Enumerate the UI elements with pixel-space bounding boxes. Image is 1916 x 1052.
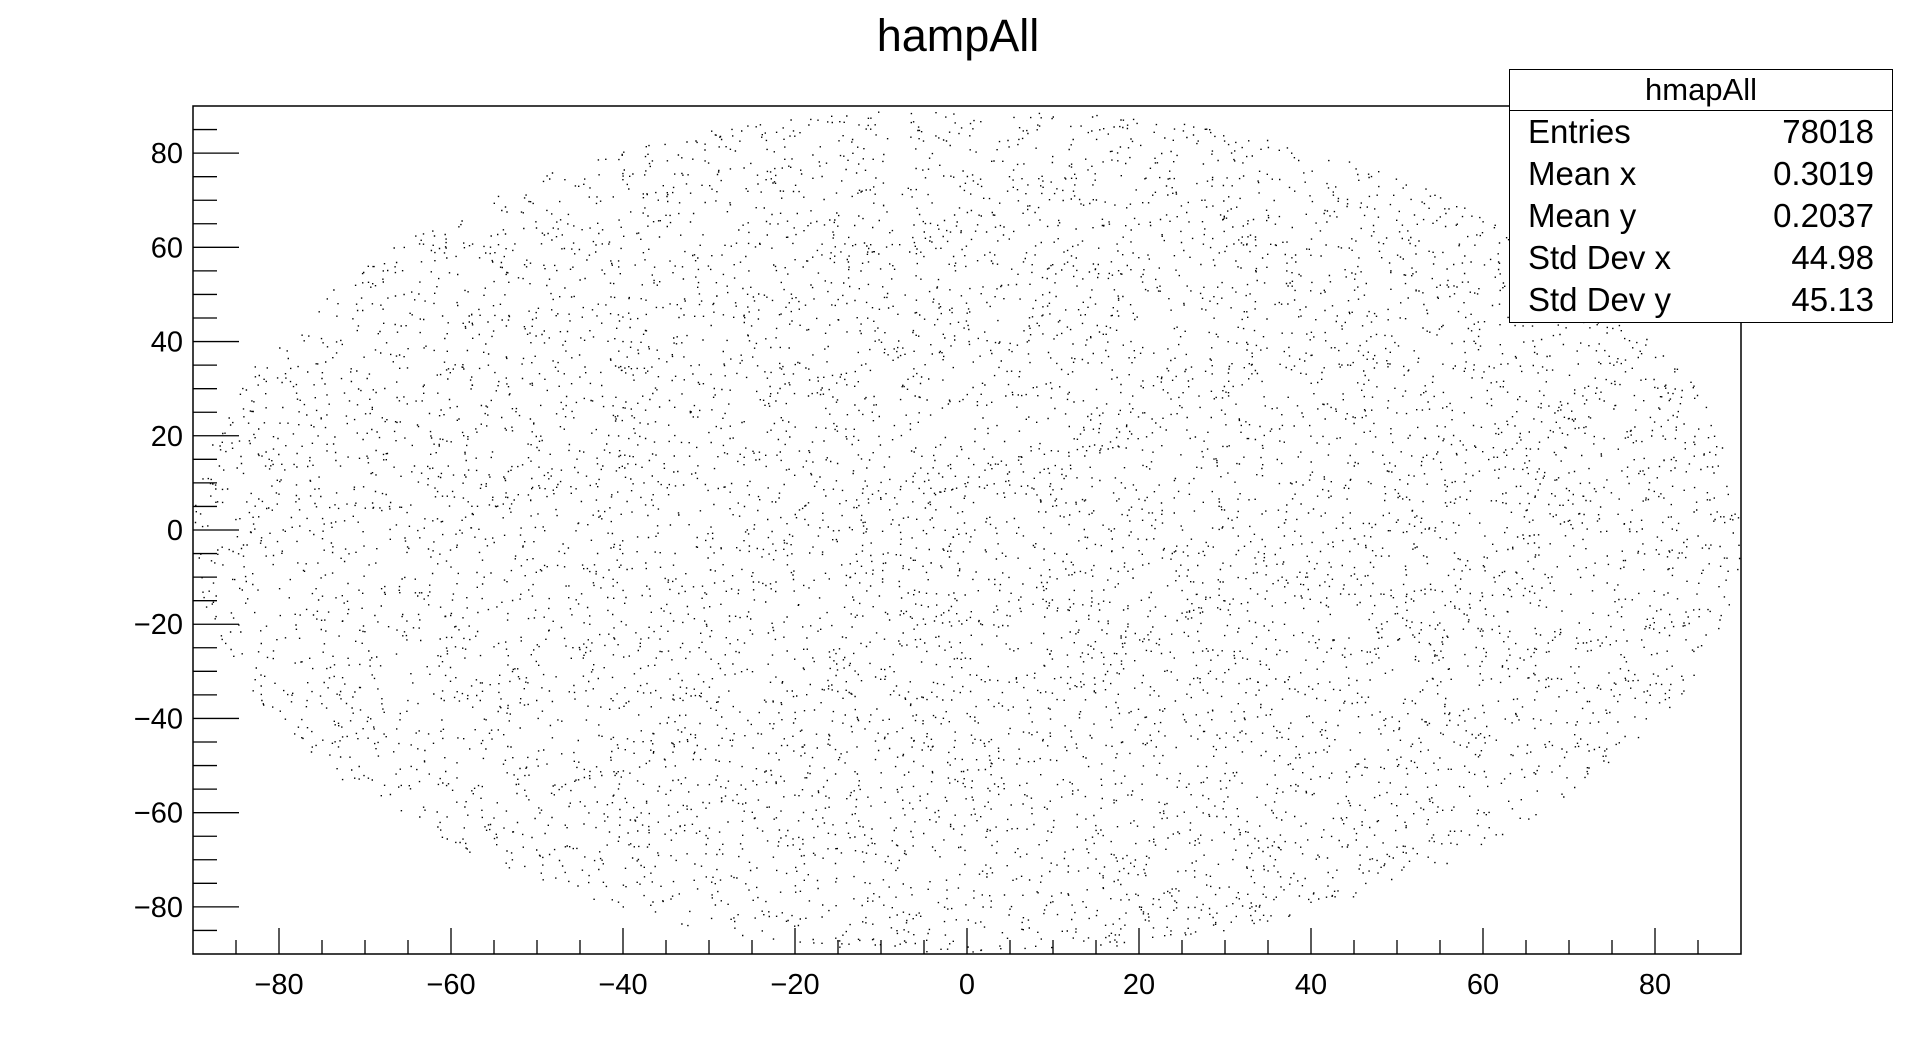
y-tick-label: 0: [167, 515, 183, 547]
stats-row-entries: Entries 78018: [1510, 111, 1892, 153]
x-tick-label: 0: [959, 969, 975, 1001]
stats-value: 0.2037: [1773, 197, 1874, 234]
stats-box: hmapAll Entries 78018 Mean x 0.3019 Mean…: [1509, 69, 1893, 323]
stats-row-mean-x: Mean x 0.3019: [1510, 153, 1892, 195]
x-tick-label: 40: [1295, 969, 1327, 1001]
stats-label: Std Dev x: [1528, 239, 1672, 276]
x-tick-label: 20: [1123, 969, 1155, 1001]
y-tick-label: 60: [151, 232, 183, 264]
stats-row-std-dev-y: Std Dev y 45.13: [1510, 279, 1892, 321]
y-tick-label: −20: [134, 609, 183, 641]
stats-row-mean-y: Mean y 0.2037: [1510, 195, 1892, 237]
y-axis: −80 −60 −40 −20 0 20 40 60 80: [134, 128, 239, 932]
x-tick-label: −20: [770, 969, 819, 1001]
y-tick-label: 80: [151, 138, 183, 170]
stats-value: 0.3019: [1773, 155, 1874, 192]
chart-title: hampAll: [876, 10, 1040, 61]
y-tick-label: −40: [134, 703, 183, 735]
stats-label: Entries: [1528, 113, 1631, 150]
stats-box-title: hmapAll: [1510, 70, 1892, 111]
y-tick-label: −60: [134, 798, 183, 830]
stats-label: Std Dev y: [1528, 281, 1672, 318]
y-tick-label: 40: [151, 327, 183, 359]
stats-label: Mean y: [1528, 197, 1637, 234]
x-tick-label: −40: [598, 969, 647, 1001]
stats-value: 78018: [1782, 113, 1874, 150]
stats-value: 44.98: [1791, 239, 1874, 276]
x-tick-label: 60: [1467, 969, 1499, 1001]
stats-value: 45.13: [1791, 281, 1874, 318]
x-tick-label: −60: [426, 969, 475, 1001]
y-tick-label: 20: [151, 421, 183, 453]
x-tick-label: 80: [1639, 969, 1671, 1001]
stats-label: Mean x: [1528, 155, 1637, 192]
stats-row-std-dev-x: Std Dev x 44.98: [1510, 237, 1892, 279]
x-tick-label: −80: [254, 969, 303, 1001]
y-tick-label: −80: [134, 892, 183, 924]
x-axis: −80 −60 −40 −20 0 20 40 60 80: [235, 928, 1699, 1001]
